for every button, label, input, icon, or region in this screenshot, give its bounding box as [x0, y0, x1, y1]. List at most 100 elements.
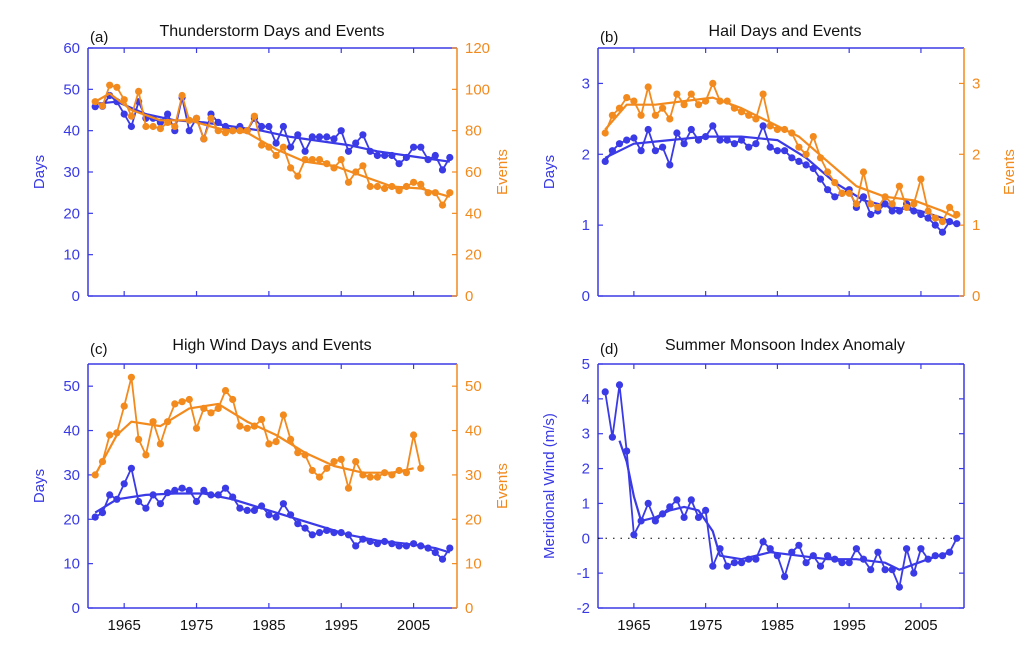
data-point — [315, 529, 324, 537]
panel-label: (d) — [600, 341, 618, 358]
data-point — [910, 569, 918, 577]
data-point — [243, 127, 251, 135]
y-tick-label: 2 — [582, 461, 590, 478]
data-point — [323, 160, 331, 168]
data-point — [446, 544, 454, 552]
chart-title: High Wind Days and Events — [172, 337, 371, 354]
y2-tick-label: 0 — [465, 600, 473, 617]
y-axis-label: Days — [541, 155, 558, 189]
data-point — [279, 143, 287, 151]
data-point — [373, 182, 381, 191]
y-tick-label: 30 — [63, 467, 80, 484]
data-point — [924, 555, 932, 563]
y-tick-label: -2 — [577, 600, 590, 617]
y2-tick-label: 0 — [465, 288, 473, 305]
data-point — [337, 455, 345, 463]
data-point — [694, 513, 703, 522]
data-point — [120, 480, 128, 488]
data-point — [214, 404, 222, 412]
data-point — [192, 114, 201, 122]
data-point — [601, 129, 609, 137]
data-point — [113, 495, 121, 503]
data-point — [301, 451, 309, 459]
data-point — [802, 559, 810, 567]
panel-label: (a) — [90, 29, 108, 46]
data-point — [615, 104, 624, 112]
data-point — [702, 133, 710, 141]
data-point — [895, 207, 904, 215]
data-point — [608, 147, 617, 155]
data-point — [106, 81, 114, 89]
y2-tick-label: 30 — [465, 467, 482, 484]
data-point — [831, 555, 839, 563]
data-point — [630, 134, 638, 142]
data-point — [773, 552, 782, 560]
y-tick-label: 10 — [63, 556, 80, 573]
data-point — [716, 136, 724, 144]
data-point — [788, 129, 796, 137]
data-point — [831, 179, 839, 187]
data-point — [388, 471, 396, 479]
data-point — [781, 573, 789, 581]
chart-b: 0 1 2 3 0 1 2 3 Days Events — [541, 47, 1018, 305]
data-point — [366, 473, 374, 481]
data-point — [824, 552, 832, 560]
data-point — [127, 373, 135, 381]
data-point — [623, 136, 631, 144]
data-point — [702, 97, 710, 105]
data-point — [135, 435, 143, 443]
data-point — [149, 491, 157, 499]
data-point — [279, 500, 287, 508]
chart-d: 1965 1975 1985 1995 2005 -2 -1 0 1 2 3 4 5 Meridional… — [541, 356, 965, 634]
data-point — [120, 402, 128, 410]
data-point — [946, 548, 954, 556]
data-point — [294, 520, 302, 528]
panel-c: (c) High Wind Days and Events — [90, 337, 372, 358]
data-point — [795, 541, 803, 549]
data-point — [781, 147, 789, 155]
data-point — [323, 133, 331, 141]
data-point — [258, 141, 266, 149]
panel-b: (b) Hail Days and Events — [600, 23, 861, 46]
data-point — [381, 151, 389, 160]
data-point — [192, 497, 201, 506]
data-point — [127, 122, 135, 131]
data-point — [745, 143, 753, 151]
data-point — [315, 156, 324, 164]
data-point — [874, 548, 882, 556]
data-point — [323, 464, 331, 472]
data-point — [301, 524, 309, 532]
data-point — [895, 583, 904, 591]
data-point — [366, 537, 374, 546]
y2-tick-label: 3 — [972, 75, 980, 92]
data-point — [294, 131, 302, 139]
y2-tick-label: 50 — [465, 378, 482, 395]
y-tick-label: 50 — [63, 81, 80, 98]
data-point — [931, 552, 939, 560]
y-tick-label: 40 — [63, 123, 80, 140]
data-point — [185, 486, 193, 494]
data-point — [438, 555, 447, 563]
data-point — [178, 398, 186, 406]
data-point — [623, 94, 631, 102]
data-point — [221, 387, 230, 395]
data-point — [680, 513, 688, 522]
data-point — [243, 424, 251, 432]
data-point — [315, 133, 324, 141]
data-point — [337, 156, 345, 164]
data-point — [381, 469, 389, 477]
y-tick-label: 1 — [582, 217, 590, 234]
data-point — [98, 102, 107, 110]
data-point — [236, 422, 244, 430]
data-point — [330, 529, 338, 537]
data-point — [601, 388, 609, 396]
data-point — [673, 496, 681, 504]
data-point — [874, 203, 882, 211]
y-tick-label: 20 — [63, 511, 80, 528]
data-point — [164, 118, 172, 126]
data-point — [773, 125, 782, 134]
data-point — [659, 143, 667, 151]
data-point — [344, 531, 353, 539]
data-point — [221, 129, 230, 137]
